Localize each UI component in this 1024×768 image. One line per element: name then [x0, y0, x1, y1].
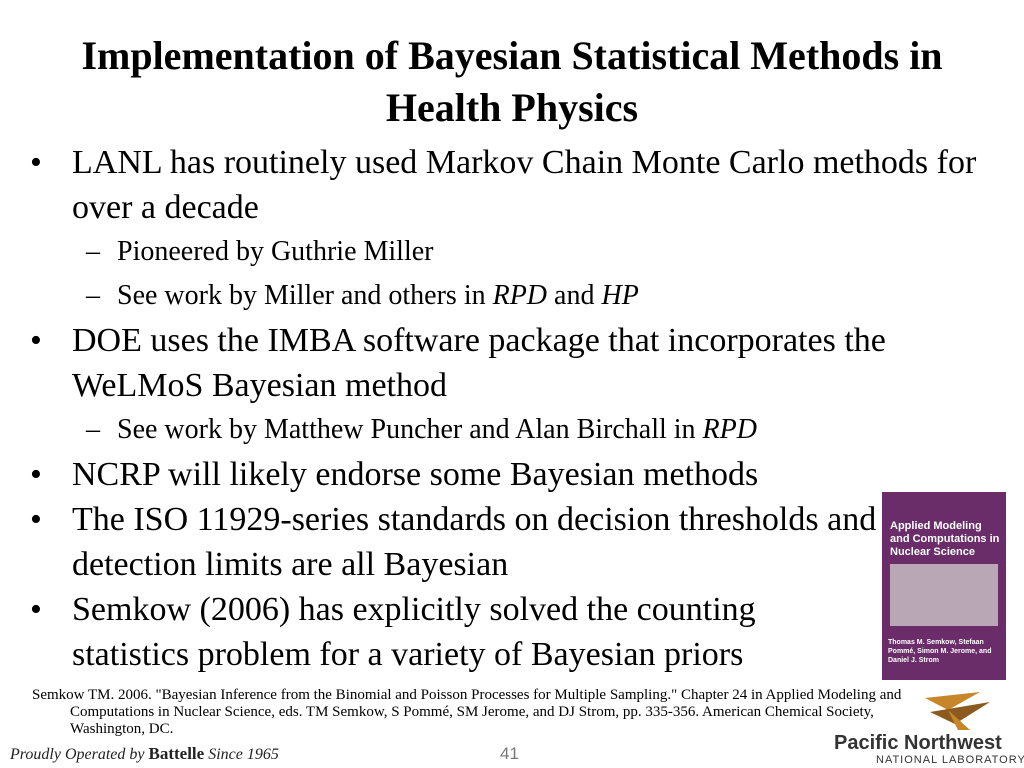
sub-bullet: See work by Matthew Puncher and Alan Bir…: [72, 408, 980, 452]
sub-bullet-list: See work by Matthew Puncher and Alan Bir…: [72, 408, 980, 452]
bullet-text: Semkow (2006) has explicitly solved the …: [72, 587, 877, 677]
text-run: Pioneered by Guthrie Miller: [117, 236, 434, 267]
text-run: RPD: [702, 414, 757, 445]
text-run: Semkow (2006) has explicitly solved the …: [72, 591, 756, 673]
text-run: LANL has routinely used Markov Chain Mon…: [72, 144, 977, 226]
text-run: See work by Miller and others in: [117, 280, 493, 311]
text-run: The ISO 11929-series standards on decisi…: [72, 501, 877, 583]
text-run: RPD: [492, 280, 548, 311]
bullet-text: DOE uses the IMBA software package that …: [72, 318, 980, 408]
book-cover: Applied Modeling and Computations in Nuc…: [882, 492, 1006, 680]
footer-text: Proudly Operated by: [10, 746, 145, 763]
bullet-text: The ISO 11929-series standards on decisi…: [72, 497, 877, 587]
sub-bullet-list: Pioneered by Guthrie Miller See work by M…: [72, 230, 980, 318]
bullet: DOE uses the IMBA software package that …: [30, 318, 980, 452]
book-editors: Thomas M. Semkow, Stefaan Pommé, Simon M…: [888, 639, 992, 664]
bullet: Semkow (2006) has explicitly solved the …: [30, 587, 980, 677]
text-run: DOE uses the IMBA software package that …: [72, 322, 886, 404]
text-run: See work by Matthew Puncher and Alan Bir…: [117, 414, 703, 445]
sub-bullet: See work by Miller and others in RPD and…: [72, 274, 980, 318]
logo-subtitle: NATIONAL LABORATORY: [876, 754, 1024, 766]
logo-mark: [925, 692, 990, 730]
bullet: LANL has routinely used Markov Chain Mon…: [30, 140, 980, 318]
slide-title: Implementation of Bayesian Statistical M…: [81, 33, 943, 130]
book-photo: [890, 564, 998, 626]
bullet-text: LANL has routinely used Markov Chain Mon…: [72, 140, 980, 230]
sub-bullet: Pioneered by Guthrie Miller: [72, 230, 980, 274]
logo: Pacific Northwest NATIONAL LABORATORY: [830, 690, 1024, 766]
bullet: The ISO 11929-series standards on decisi…: [30, 497, 980, 587]
text-run: HP: [601, 280, 639, 311]
bullet-text: NCRP will likely endorse some Bayesian m…: [72, 452, 877, 497]
bullet: NCRP will likely endorse some Bayesian m…: [30, 452, 980, 497]
footer: Proudly Operated by Battelle Since 1965: [10, 744, 279, 764]
footer-battelle: Battelle: [148, 744, 205, 763]
book-title: Applied Modeling and Computations in Nuc…: [890, 520, 1000, 558]
logo-name: Pacific Northwest: [834, 732, 1002, 754]
text-run: NCRP will likely endorse some Bayesian m…: [72, 456, 759, 493]
footer-text: Since 1965: [208, 746, 279, 763]
page-number: 41: [500, 744, 519, 763]
text-run: and: [547, 280, 602, 311]
reference: Semkow TM. 2006. "Bayesian Inference fro…: [32, 687, 902, 737]
bullet-list: LANL has routinely used Markov Chain Mon…: [30, 140, 980, 677]
